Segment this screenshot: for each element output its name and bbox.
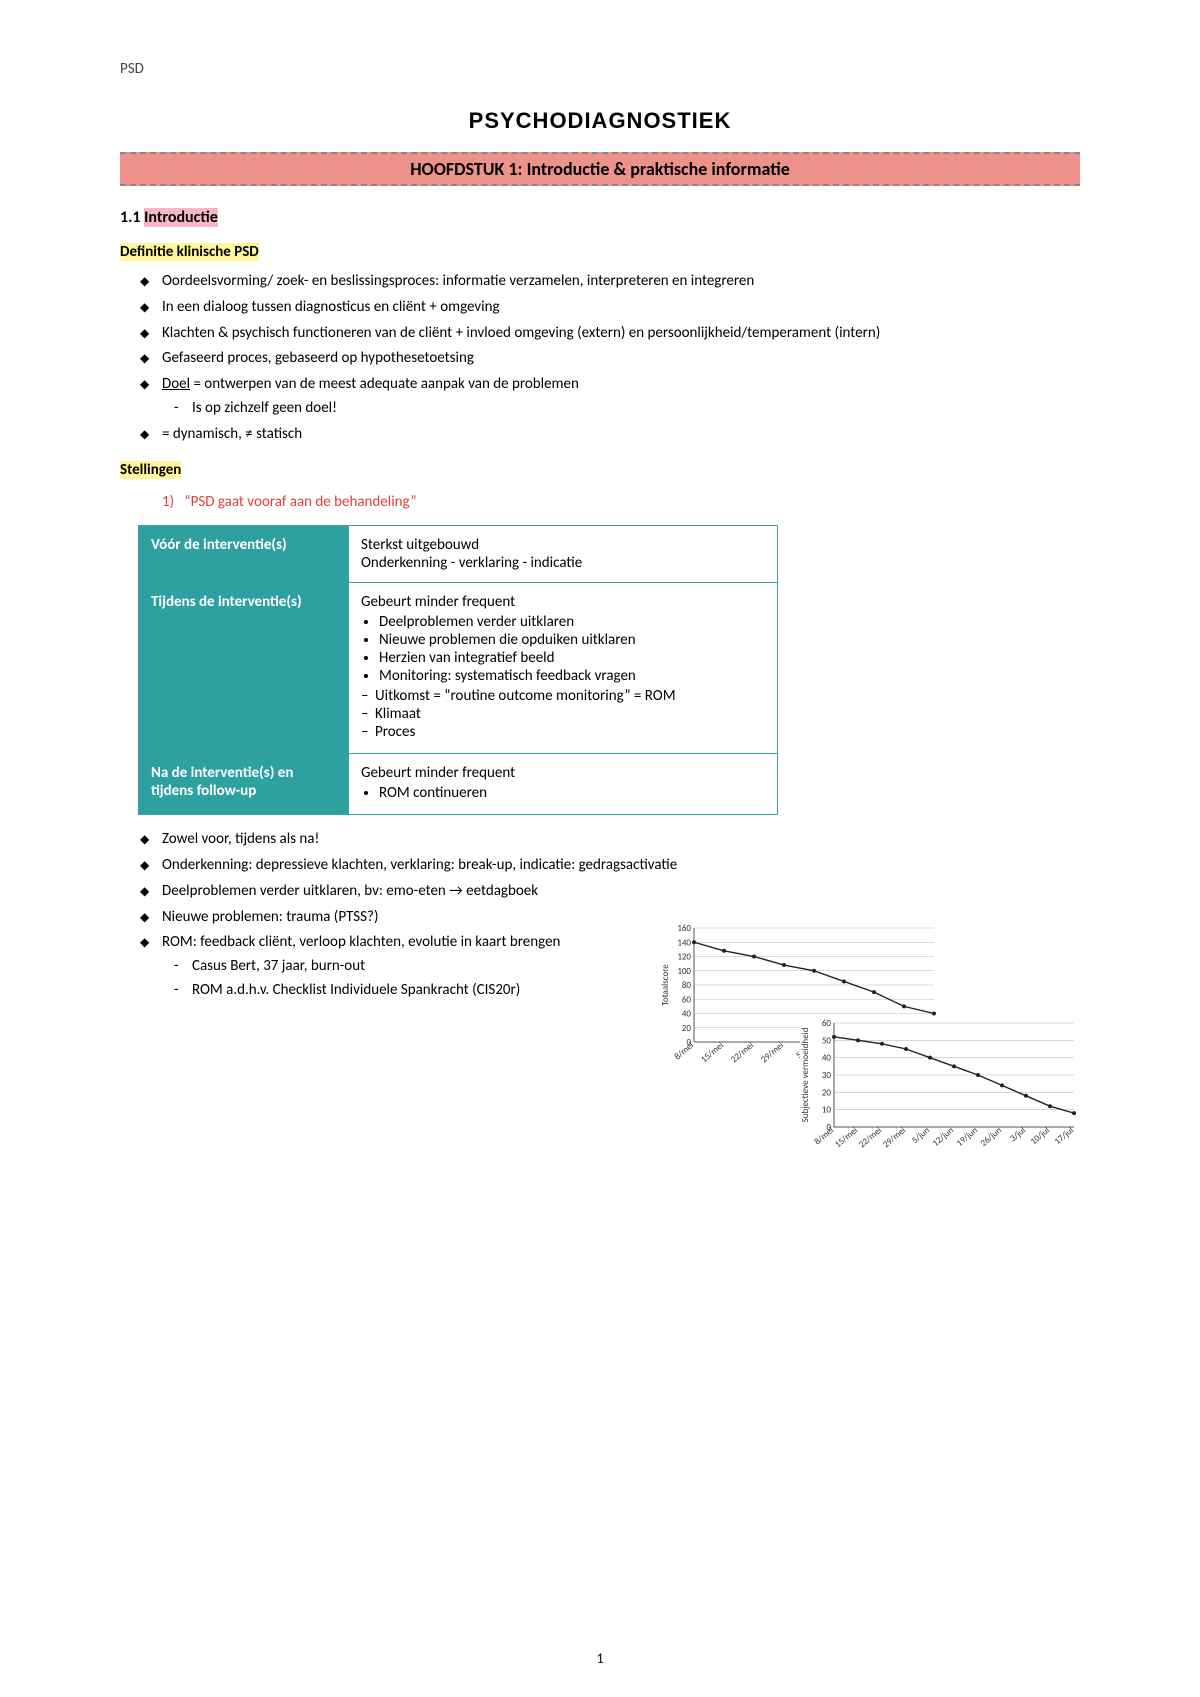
list-item: Zowel voor, tijdens als na! xyxy=(162,829,1080,851)
svg-text:40: 40 xyxy=(822,1053,832,1064)
svg-text:Subjectieve vermoeidheid: Subjectieve vermoeidheid xyxy=(800,1028,811,1123)
table-bullet: Deelproblemen verder uitklaren xyxy=(379,613,765,631)
stellingen-heading: Stellingen xyxy=(120,461,1080,479)
table-cell-left: Tijdens de interventie(s) xyxy=(139,583,349,754)
stelling-text: “PSD gaat vooraf aan de behandeling” xyxy=(184,493,416,511)
table-bullet: Nieuwe problemen die opduiken uitklaren xyxy=(379,631,765,649)
table-text: Gebeurt minder frequent xyxy=(361,764,515,782)
table-row: Na de interventie(s) en tijdens follow-u… xyxy=(139,754,778,815)
page-number: 1 xyxy=(0,1650,1200,1667)
chapter-banner: HOOFDSTUK 1: Introductie & praktische in… xyxy=(120,152,1080,186)
list-item: 0204060801001201401608/mei15/mei22/mei29… xyxy=(162,932,1080,1001)
section-num: 1.1 xyxy=(120,208,141,227)
list-item: Gefaseerd proces, gebaseerd op hypothese… xyxy=(162,348,1080,370)
table-row: Vóór de interventie(s) Sterkst uitgebouw… xyxy=(139,526,778,583)
table-bullet: Monitoring: systematisch feedback vragen xyxy=(379,667,765,685)
page: PSD PSYCHODIAGNOSTIEK HOOFDSTUK 1: Intro… xyxy=(0,0,1200,1697)
table-text: Sterkst uitgebouwd xyxy=(361,536,479,554)
stelling-num: 1) xyxy=(162,493,174,511)
svg-text:60: 60 xyxy=(822,1018,832,1029)
table-text: Onderkenning - verklaring - indicatie xyxy=(361,554,582,572)
table-bullet: Herzien van integratief beeld xyxy=(379,649,765,667)
table-sub-bullet: Uitkomst = “routine outcome monitoring” … xyxy=(375,687,765,705)
svg-text:160: 160 xyxy=(677,923,691,934)
definition-heading: Definitie klinische PSD xyxy=(120,243,1080,261)
list-item: In een dialoog tussen diagnosticus en cl… xyxy=(162,297,1080,319)
doc-header-short: PSD xyxy=(120,60,1080,78)
table-cell-left: Vóór de interventie(s) xyxy=(139,526,349,583)
table-sub-bullet: Proces xyxy=(375,723,765,741)
intervention-table: Vóór de interventie(s) Sterkst uitgebouw… xyxy=(138,525,778,815)
table-cell-right: Gebeurt minder frequent Deelproblemen ve… xyxy=(349,583,778,754)
chart-vermoeidheid: 01020304050608/mei15/mei22/mei29/mei5/ju… xyxy=(800,1017,1080,1157)
list-item-text: ROM: feedback cliënt, verloop klachten, … xyxy=(162,933,560,951)
list-sub-item: Is op zichzelf geen doel! xyxy=(192,398,1080,420)
list-sub-item: ROM a.d.h.v. Checklist Individuele Spank… xyxy=(192,980,1080,1002)
svg-text:30: 30 xyxy=(822,1070,832,1081)
table-text: Gebeurt minder frequent xyxy=(361,593,515,611)
svg-text:40: 40 xyxy=(682,1009,692,1020)
doel-rest: = ontwerpen van de meest adequate aanpak… xyxy=(190,375,579,393)
stellingen-heading-text: Stellingen xyxy=(120,461,181,479)
table-cell-left: Na de interventie(s) en tijdens follow-u… xyxy=(139,754,349,815)
list-item: Klachten & psychisch functioneren van de… xyxy=(162,323,1080,345)
table-cell-right: Gebeurt minder frequent ROM continueren xyxy=(349,754,778,815)
svg-text:20: 20 xyxy=(682,1023,692,1034)
table-row: Tijdens de interventie(s) Gebeurt minder… xyxy=(139,583,778,754)
table-sub-bullet: Klimaat xyxy=(375,705,765,723)
list-item: = dynamisch, ≠ statisch xyxy=(162,424,1080,446)
svg-text:20: 20 xyxy=(822,1088,832,1099)
svg-text:10: 10 xyxy=(822,1105,832,1116)
doel-label: Doel xyxy=(162,375,190,393)
svg-text:140: 140 xyxy=(677,938,691,949)
list-item: Oordeelsvorming/ zoek- en beslissingspro… xyxy=(162,271,1080,293)
doc-title: PSYCHODIAGNOSTIEK xyxy=(120,108,1080,134)
table-bullet: ROM continueren xyxy=(379,784,765,802)
list-item: Doel = ontwerpen van de meest adequate a… xyxy=(162,374,1080,420)
post-table-list: Zowel voor, tijdens als na! Onderkenning… xyxy=(120,829,1080,1001)
section-name: Introductie xyxy=(144,208,218,227)
table-cell-right: Sterkst uitgebouwd Onderkenning - verkla… xyxy=(349,526,778,583)
stelling-1: 1) “PSD gaat vooraf aan de behandeling” xyxy=(162,493,1080,511)
definition-list: Oordeelsvorming/ zoek- en beslissingspro… xyxy=(120,271,1080,445)
section-1-1-heading: 1.1 Introductie xyxy=(120,208,1080,227)
list-item: Onderkenning: depressieve klachten, verk… xyxy=(162,855,1080,877)
list-item: Deelproblemen verder uitklaren, bv: emo-… xyxy=(162,881,1080,903)
definition-heading-text: Definitie klinische PSD xyxy=(120,243,259,261)
svg-text:50: 50 xyxy=(822,1036,832,1047)
list-sub-item: Casus Bert, 37 jaar, burn-out xyxy=(192,956,1080,978)
